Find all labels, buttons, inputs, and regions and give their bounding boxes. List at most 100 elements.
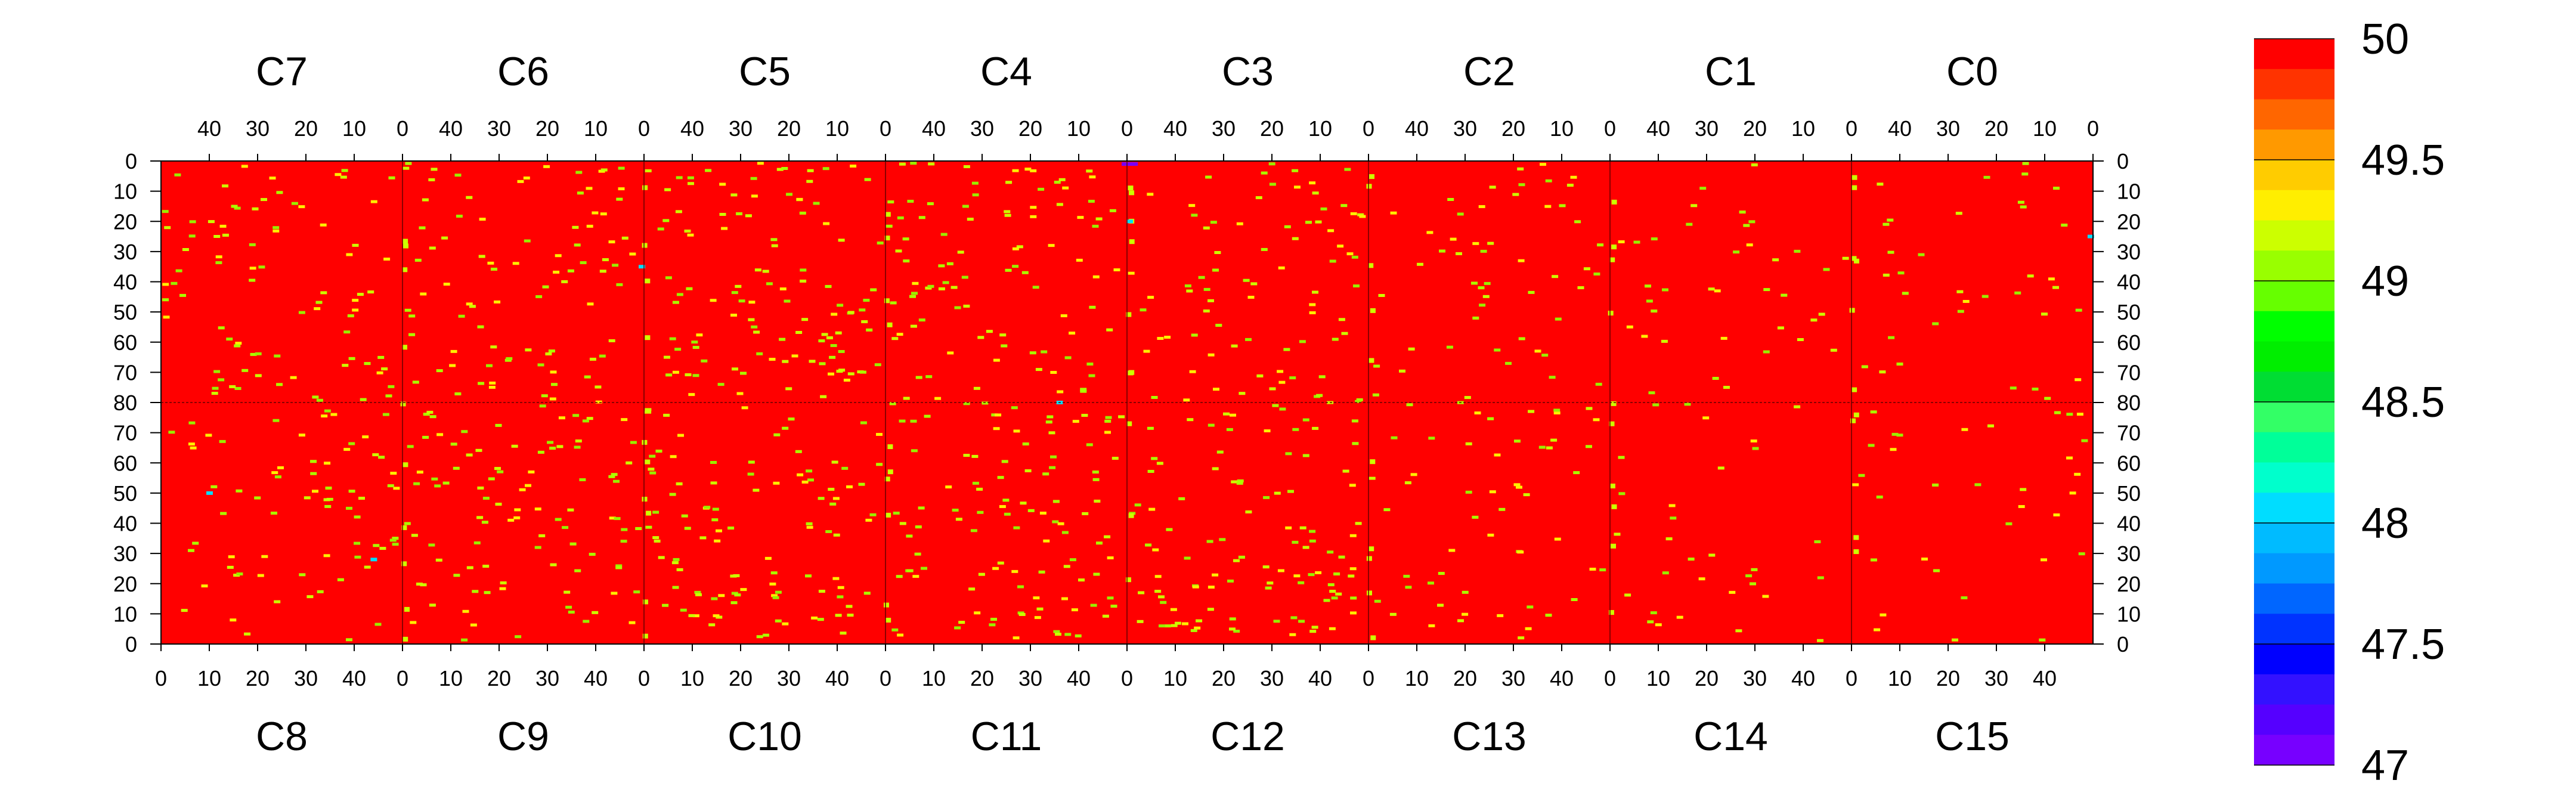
heatmap-cell bbox=[1062, 186, 1069, 190]
heatmap-cell bbox=[1472, 515, 1479, 519]
heatmap-cell bbox=[1555, 317, 1562, 321]
heatmap-cell bbox=[952, 509, 959, 512]
heatmap-cell bbox=[450, 349, 457, 353]
heatmap-cell bbox=[1684, 403, 1691, 406]
x-tick-label-top: 20 bbox=[1018, 116, 1042, 141]
heatmap-cell bbox=[1198, 275, 1205, 279]
heatmap-cell bbox=[1405, 586, 1412, 589]
heatmap-cell bbox=[1024, 469, 1032, 472]
heatmap-cell bbox=[1208, 586, 1215, 589]
heatmap-cell bbox=[769, 582, 776, 586]
heatmap-cell bbox=[876, 433, 883, 436]
heatmap-cell bbox=[1081, 414, 1088, 417]
heatmap-cell bbox=[1289, 633, 1296, 636]
heatmap-cell bbox=[434, 484, 441, 488]
heatmap-cell bbox=[1883, 273, 1890, 277]
heatmap-cell bbox=[1389, 612, 1397, 616]
heatmap-cell bbox=[1624, 593, 1631, 597]
heatmap-cell bbox=[1229, 627, 1236, 631]
x-tick-label-bottom: 30 bbox=[1743, 666, 1767, 691]
heatmap-cell bbox=[586, 224, 593, 228]
heatmap-cell bbox=[466, 566, 473, 569]
heatmap-cell bbox=[562, 526, 569, 530]
heatmap-cell bbox=[1611, 244, 1617, 250]
heatmap-cell bbox=[1227, 579, 1234, 583]
heatmap-cell bbox=[645, 169, 652, 172]
colorbar-band bbox=[2254, 583, 2334, 614]
heatmap-cell bbox=[1018, 613, 1026, 616]
heatmap-cell bbox=[1465, 490, 1472, 494]
heatmap-cell bbox=[1076, 258, 1083, 262]
heatmap-cell bbox=[1263, 496, 1270, 499]
x-tick-label-bottom: 30 bbox=[1018, 666, 1042, 691]
heatmap-cell bbox=[1368, 476, 1376, 480]
heatmap-cell bbox=[991, 413, 998, 417]
heatmap-cell bbox=[704, 506, 711, 509]
x-tick-label-bottom: 40 bbox=[825, 666, 849, 691]
heatmap-cell bbox=[1465, 442, 1472, 445]
heatmap-cell bbox=[806, 179, 813, 183]
heatmap-cell bbox=[592, 211, 599, 215]
heatmap-cell bbox=[993, 358, 1000, 362]
heatmap-cell bbox=[1368, 358, 1374, 363]
heatmap-cell bbox=[611, 473, 618, 476]
heatmap-cell bbox=[1553, 411, 1561, 414]
heatmap-cell bbox=[354, 555, 361, 559]
heatmap-cell bbox=[348, 357, 355, 360]
heatmap-cell bbox=[595, 400, 602, 404]
heatmap-cell bbox=[1717, 466, 1724, 470]
heatmap-cell bbox=[315, 301, 323, 304]
heatmap-cell bbox=[896, 333, 903, 336]
heatmap-cell bbox=[738, 299, 745, 303]
heatmap-cell bbox=[234, 387, 242, 390]
heatmap-cell bbox=[1095, 217, 1103, 221]
x-tick-label-top: 20 bbox=[1984, 116, 2008, 141]
heatmap-cell bbox=[254, 496, 261, 500]
heatmap-cell bbox=[481, 521, 488, 524]
heatmap-cell bbox=[711, 597, 718, 600]
heatmap-cell bbox=[1626, 325, 1633, 329]
heatmap-cell bbox=[1462, 612, 1469, 616]
heatmap-cell bbox=[234, 206, 241, 210]
heatmap-cell bbox=[891, 628, 899, 631]
heatmap-cell bbox=[2061, 224, 2068, 227]
heatmap-cell bbox=[925, 375, 933, 379]
heatmap-cell bbox=[1064, 633, 1072, 636]
heatmap-cell bbox=[967, 218, 974, 221]
heatmap-cell bbox=[1069, 558, 1076, 562]
heatmap-cell bbox=[179, 293, 186, 297]
heatmap-cell bbox=[654, 539, 661, 543]
heatmap-cell bbox=[323, 554, 330, 558]
heatmap-cell bbox=[818, 590, 825, 593]
heatmap-cell bbox=[1462, 590, 1469, 594]
heatmap-cell bbox=[1080, 388, 1087, 391]
y-tick-label: 60 bbox=[113, 330, 137, 355]
heatmap-cell bbox=[1404, 481, 1411, 485]
heatmap-cell bbox=[628, 621, 636, 624]
heatmap-cell bbox=[1088, 374, 1095, 377]
heatmap-cell bbox=[1229, 617, 1236, 621]
x-tick-label-bottom: 30 bbox=[294, 666, 318, 691]
heatmap-cell bbox=[174, 173, 181, 177]
heatmap-cell bbox=[887, 444, 893, 450]
heatmap-cell bbox=[961, 275, 968, 279]
heatmap-cell bbox=[618, 166, 625, 170]
heatmap-cell bbox=[549, 397, 556, 401]
heatmap-cell bbox=[1518, 183, 1525, 187]
heatmap-cell bbox=[801, 480, 809, 484]
heatmap-cell bbox=[1250, 282, 1258, 286]
heatmap-cell bbox=[1171, 624, 1178, 627]
heatmap-cell bbox=[870, 288, 877, 292]
heatmap-cell bbox=[1586, 407, 1593, 410]
heatmap-cell bbox=[1708, 553, 1716, 557]
colorbar-band bbox=[2254, 704, 2334, 735]
colorbar-tick-label: 49 bbox=[2361, 258, 2409, 305]
heatmap-cell bbox=[688, 393, 695, 397]
heatmap-cell bbox=[1447, 198, 1454, 201]
heatmap-cell bbox=[649, 471, 657, 475]
heatmap-cell bbox=[1961, 428, 1968, 431]
heatmap-cell bbox=[574, 569, 581, 572]
heatmap-cell bbox=[1057, 390, 1064, 394]
heatmap-cell bbox=[524, 239, 531, 243]
